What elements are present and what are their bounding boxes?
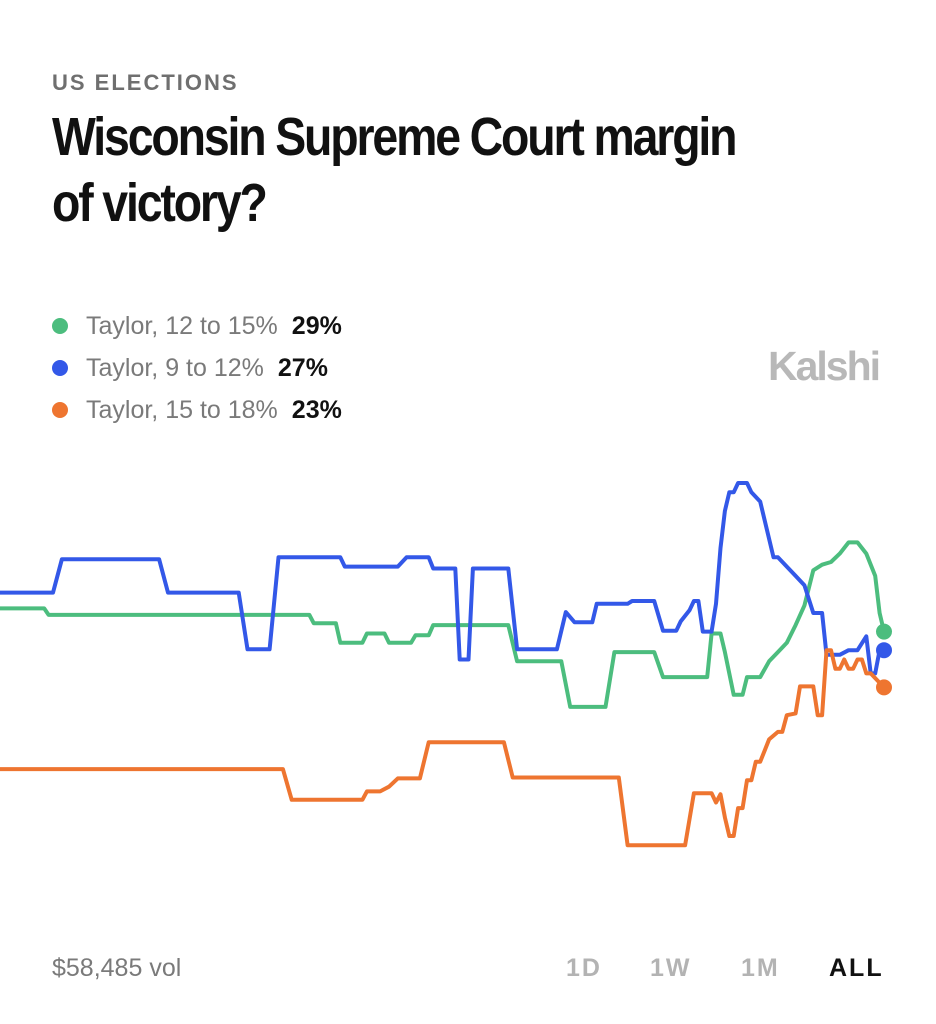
legend: Taylor, 12 to 15% 29% Taylor, 9 to 12% 2…: [52, 305, 342, 431]
legend-value: 23%: [291, 395, 342, 424]
page-title: Wisconsin Supreme Court margin of victor…: [52, 107, 738, 233]
series-endpoint-1: [876, 623, 892, 640]
series-line-3: [0, 648, 886, 848]
range-1m-button[interactable]: 1M: [741, 954, 780, 982]
legend-item: Taylor, 9 to 12% 27%: [52, 347, 342, 389]
series-endpoint-2: [876, 642, 892, 659]
legend-item: Taylor, 15 to 18% 23%: [52, 389, 342, 431]
series-line-1: [0, 540, 886, 709]
legend-value: 29%: [291, 311, 342, 340]
series-line-2: [0, 481, 886, 676]
volume-label: $58,485 vol: [52, 954, 182, 982]
legend-dot-icon: [52, 318, 68, 334]
legend-dot-icon: [52, 402, 68, 418]
legend-label: Taylor, 12 to 15%: [86, 311, 278, 340]
section-kicker: US ELECTIONS: [52, 70, 239, 95]
range-1d-button[interactable]: 1D: [566, 954, 602, 982]
legend-label: Taylor, 9 to 12%: [86, 353, 264, 382]
series-endpoint-3: [876, 679, 892, 696]
legend-value: 27%: [277, 353, 328, 382]
legend-dot-icon: [52, 360, 68, 376]
range-all-button[interactable]: ALL: [829, 954, 884, 982]
kalshi-logo: Kalshi: [768, 343, 881, 389]
legend-label: Taylor, 15 to 18%: [86, 395, 278, 424]
legend-item: Taylor, 12 to 15% 29%: [52, 305, 342, 347]
range-1w-button[interactable]: 1W: [650, 954, 692, 982]
